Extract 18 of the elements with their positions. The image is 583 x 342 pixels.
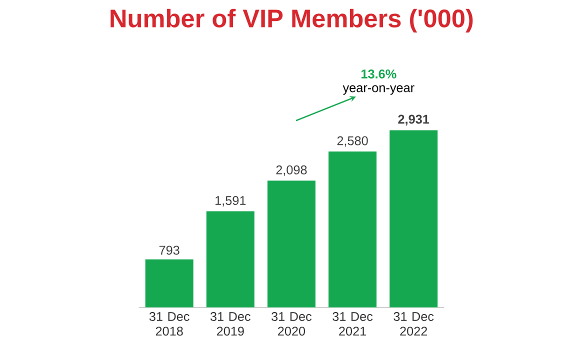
x-tick-label: 31 Dec 2018 [149,312,190,336]
text: year-on-year [342,85,414,95]
text: 13.6% [362,70,396,78]
x-tick-label: 31 Dec 2020 [272,312,312,336]
x-tick-label: 31 Dec 2021 [332,312,373,336]
data-label: 2,580 [337,136,368,147]
data-label: 2,098 [276,165,307,176]
data-label: 793 [159,246,180,255]
bar [145,259,194,308]
chart-title: Number of VIP Members ('000) [110,8,473,32]
data-label: 1,591 [216,196,246,207]
x-tick-label: 31 Dec 2019 [210,312,250,336]
bar [390,130,438,308]
data-label: 2,931 [398,114,430,126]
bar [206,211,254,308]
x-tick-label: 31 Dec 2022 [394,312,434,336]
bar [267,180,316,308]
bar [328,151,377,308]
